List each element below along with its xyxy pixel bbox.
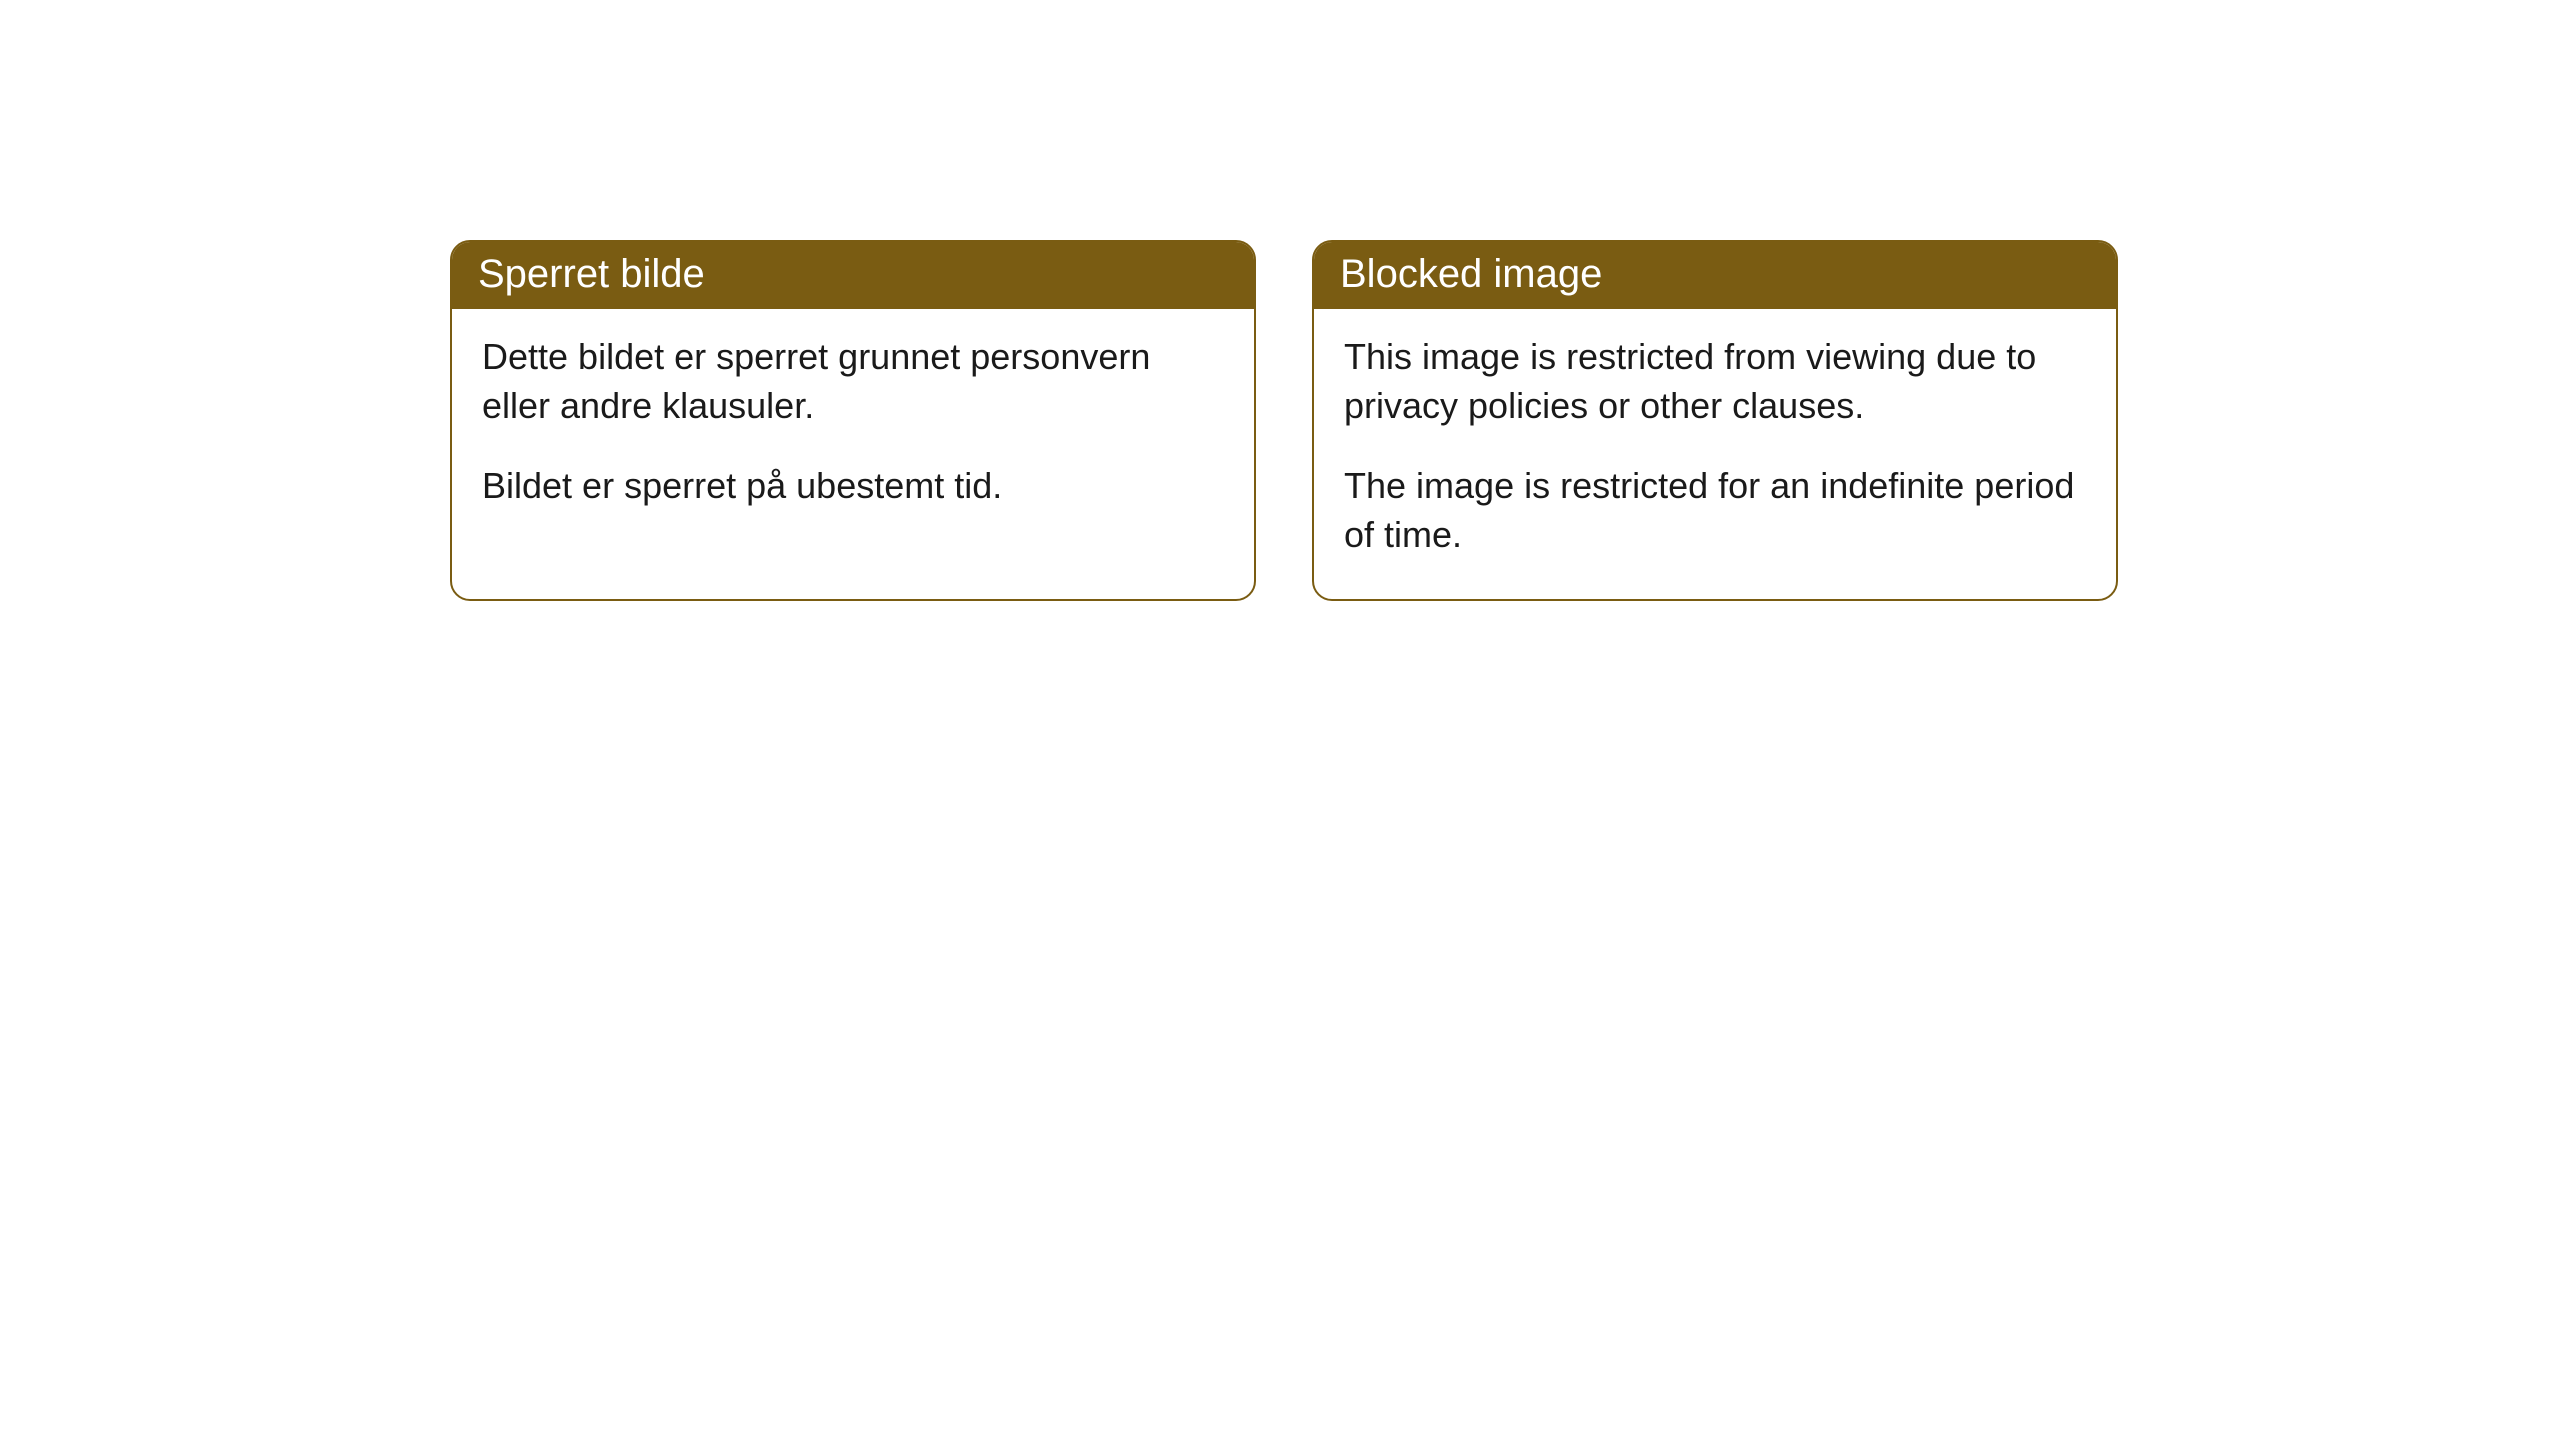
card-paragraph: Bildet er sperret på ubestemt tid. bbox=[482, 462, 1224, 511]
card-header: Blocked image bbox=[1314, 242, 2116, 309]
card-title: Blocked image bbox=[1340, 252, 1602, 296]
notice-card-norwegian: Sperret bilde Dette bildet er sperret gr… bbox=[450, 240, 1256, 601]
card-body: This image is restricted from viewing du… bbox=[1314, 309, 2116, 599]
notice-card-english: Blocked image This image is restricted f… bbox=[1312, 240, 2118, 601]
card-paragraph: The image is restricted for an indefinit… bbox=[1344, 462, 2086, 559]
card-paragraph: This image is restricted from viewing du… bbox=[1344, 333, 2086, 430]
card-paragraph: Dette bildet er sperret grunnet personve… bbox=[482, 333, 1224, 430]
card-title: Sperret bilde bbox=[478, 252, 705, 296]
card-body: Dette bildet er sperret grunnet personve… bbox=[452, 309, 1254, 551]
notice-container: Sperret bilde Dette bildet er sperret gr… bbox=[0, 0, 2560, 601]
card-header: Sperret bilde bbox=[452, 242, 1254, 309]
